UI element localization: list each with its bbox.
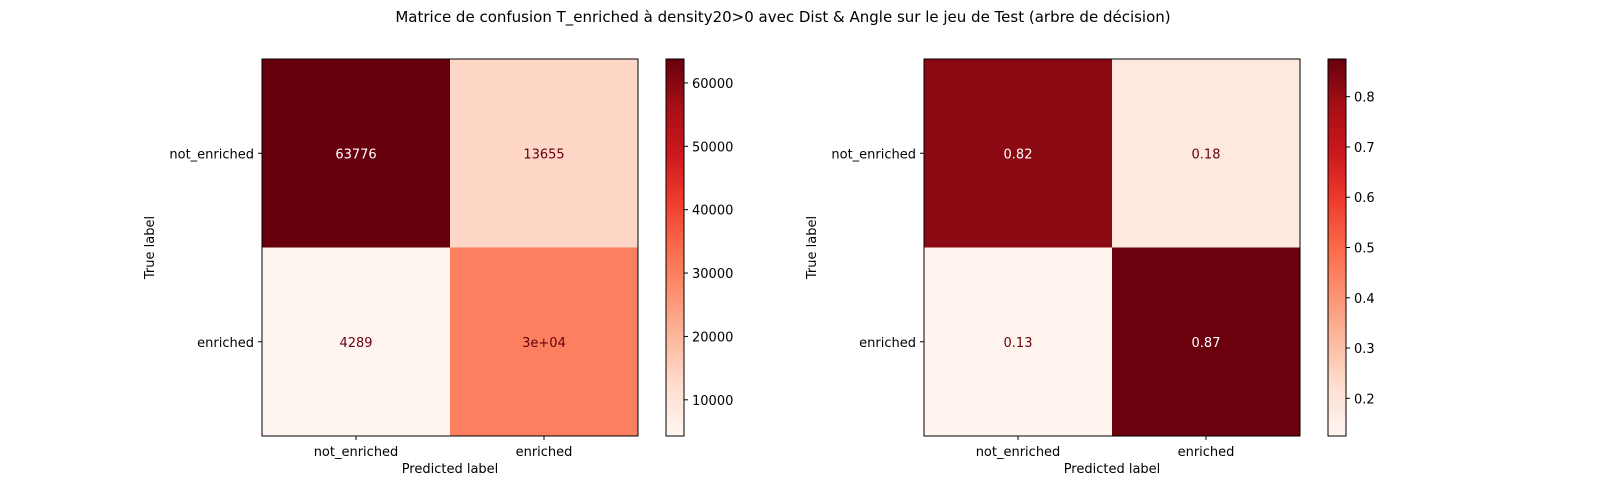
colorbar-tick-label: 0.5 [1354, 242, 1375, 257]
matrix-frame [923, 58, 1301, 437]
x-axis-label: Predicted label [402, 462, 499, 477]
matrix-frame [261, 58, 639, 437]
x-tick-label: enriched [516, 445, 573, 460]
colorbar-tick-label: 0.8 [1354, 91, 1375, 106]
cell-value-label: 3e+04 [522, 336, 566, 351]
colorbar-tick-label: 50000 [692, 140, 733, 155]
cell-value-label: 63776 [335, 147, 376, 162]
colorbar-tick-label: 0.2 [1354, 392, 1375, 407]
colorbar-tick-label: 20000 [692, 330, 733, 345]
matrix-cell [1112, 247, 1301, 437]
matrix-cell [1112, 59, 1301, 248]
colorbar-tick-label: 0.7 [1354, 141, 1375, 156]
confusion-matrix-panel-1: 63776 13655 4289 3e+04 not_enriched enriched n… [143, 58, 733, 477]
x-tick-label: not_enriched [976, 445, 1061, 460]
x-axis-label: Predicted label [1064, 462, 1161, 477]
colorbar-tick-label: 30000 [692, 267, 733, 282]
cell-value-label: 0.13 [1004, 336, 1033, 351]
cell-value-label: 13655 [523, 147, 564, 162]
x-tick-label: not_enriched [314, 445, 399, 460]
colorbar [665, 58, 685, 437]
x-tick-label: enriched [1178, 445, 1235, 460]
matrix-cell [924, 59, 1113, 248]
cell-value-label: 0.82 [1004, 147, 1033, 162]
matrix-cell [924, 247, 1113, 437]
matrix-cell [450, 59, 639, 248]
colorbar-tick-label: 60000 [692, 77, 733, 92]
figure-title: Matrice de confusion T_enriched à densit… [395, 8, 1170, 27]
cell-value-label: 4289 [339, 336, 372, 351]
y-tick-label: not_enriched [831, 147, 916, 162]
y-axis-label: True label [805, 216, 820, 280]
matrix-cell [262, 247, 451, 437]
matrix-cell [450, 247, 639, 437]
colorbar-tick-label: 40000 [692, 204, 733, 219]
y-tick-label: enriched [197, 336, 254, 351]
y-tick-label: enriched [859, 336, 916, 351]
colorbar-tick-label: 10000 [692, 394, 733, 409]
colorbar-tick-label: 0.4 [1354, 292, 1375, 307]
y-tick-label: not_enriched [169, 147, 254, 162]
colorbar-tick-label: 0.3 [1354, 342, 1375, 357]
cell-value-label: 0.87 [1192, 336, 1221, 351]
colorbar-tick-label: 0.6 [1354, 191, 1375, 206]
cell-value-label: 0.18 [1192, 147, 1221, 162]
confusion-matrix-panel-2: 0.82 0.18 0.13 0.87 not_enriched enriched not_… [805, 58, 1375, 477]
colorbar [1327, 58, 1347, 437]
matrix-cell [262, 59, 451, 248]
y-axis-label: True label [143, 216, 158, 280]
